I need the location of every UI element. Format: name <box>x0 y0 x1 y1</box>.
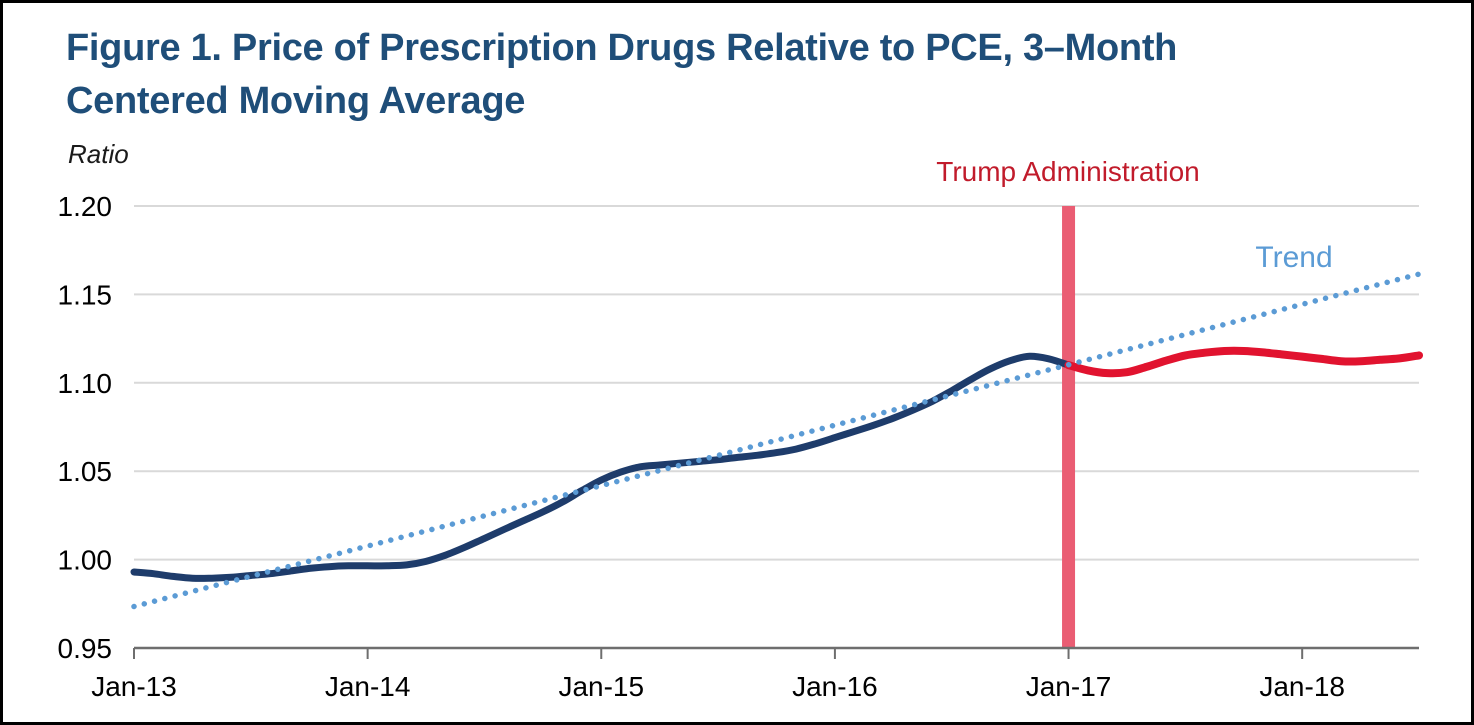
actual-line <box>130 352 1072 582</box>
post_jan17-line <box>1064 346 1423 378</box>
x-tick-label-Jan-14: Jan-14 <box>325 671 411 702</box>
y-tick-label-0.95: 0.95 <box>58 633 113 664</box>
figure-title-line2: Centered Moving Average <box>66 80 526 122</box>
x-tick-label-Jan-17: Jan-17 <box>1026 671 1112 702</box>
trump-administration-label: Trump Administration <box>936 156 1200 187</box>
x-tick-label-Jan-15: Jan-15 <box>558 671 644 702</box>
x-tick-label-Jan-16: Jan-16 <box>792 671 878 702</box>
y-tick-label-1.20: 1.20 <box>58 191 113 222</box>
figure-title-line1: Figure 1. Price of Prescription Drugs Re… <box>66 27 1178 69</box>
y-tick-label-1.00: 1.00 <box>58 545 113 576</box>
trump-administration-bar <box>1062 206 1076 648</box>
y-tick-label-1.10: 1.10 <box>58 368 113 399</box>
trend-line <box>131 271 1422 610</box>
figure-title: Figure 1. Price of Prescription Drugs Re… <box>66 22 1177 128</box>
y-tick-label-1.05: 1.05 <box>58 456 113 487</box>
y-axis-unit-label: Ratio <box>68 139 129 169</box>
trend-line-label: Trend <box>1255 241 1333 274</box>
x-tick-label-Jan-13: Jan-13 <box>91 671 177 702</box>
y-tick-label-1.15: 1.15 <box>58 279 113 310</box>
x-tick-label-Jan-18: Jan-18 <box>1259 671 1345 702</box>
